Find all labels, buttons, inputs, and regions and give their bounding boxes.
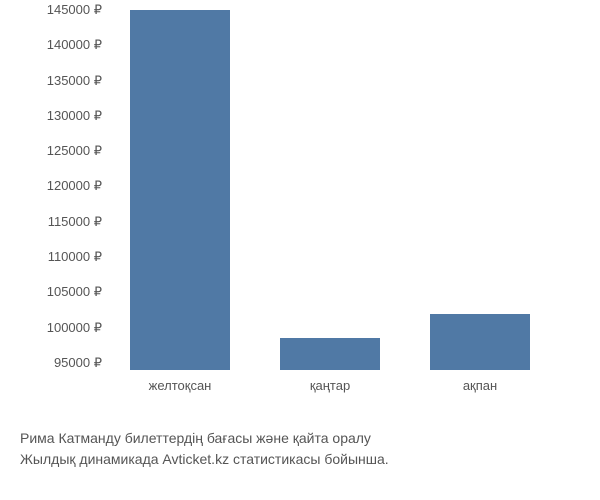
y-tick-label: 110000 ₽ [20,249,102,265]
x-axis-labels: желтоқсан қаңтар ақпан [110,378,580,408]
y-tick-label: 115000 ₽ [20,214,102,230]
plot-area [110,10,580,370]
bar-0 [130,10,230,370]
chart-caption: Рима Катманду билеттердің бағасы және қа… [20,428,580,470]
y-tick-label: 120000 ₽ [20,178,102,194]
bar-2 [430,314,530,370]
y-tick-label: 130000 ₽ [20,108,102,124]
bar-1 [280,338,380,370]
y-tick-label: 145000 ₽ [20,2,102,18]
x-label-0: желтоқсан [149,378,212,393]
x-label-2: ақпан [463,378,497,393]
y-axis: 95000 ₽ 100000 ₽ 105000 ₽ 110000 ₽ 115000 ₽ 1… [20,10,110,370]
x-label-1: қаңтар [310,378,350,393]
chart-container: 95000 ₽ 100000 ₽ 105000 ₽ 110000 ₽ 115000 ₽ 1… [20,10,580,410]
y-tick-label: 105000 ₽ [20,284,102,300]
caption-line-1: Рима Катманду билеттердің бағасы және қа… [20,428,580,449]
y-tick-label: 100000 ₽ [20,320,102,336]
y-tick-label: 135000 ₽ [20,73,102,89]
y-tick-label: 140000 ₽ [20,37,102,53]
y-tick-label: 95000 ₽ [20,355,102,371]
y-tick-label: 125000 ₽ [20,143,102,159]
caption-line-2: Жылдық динамикада Avticket.kz статистика… [20,449,580,470]
